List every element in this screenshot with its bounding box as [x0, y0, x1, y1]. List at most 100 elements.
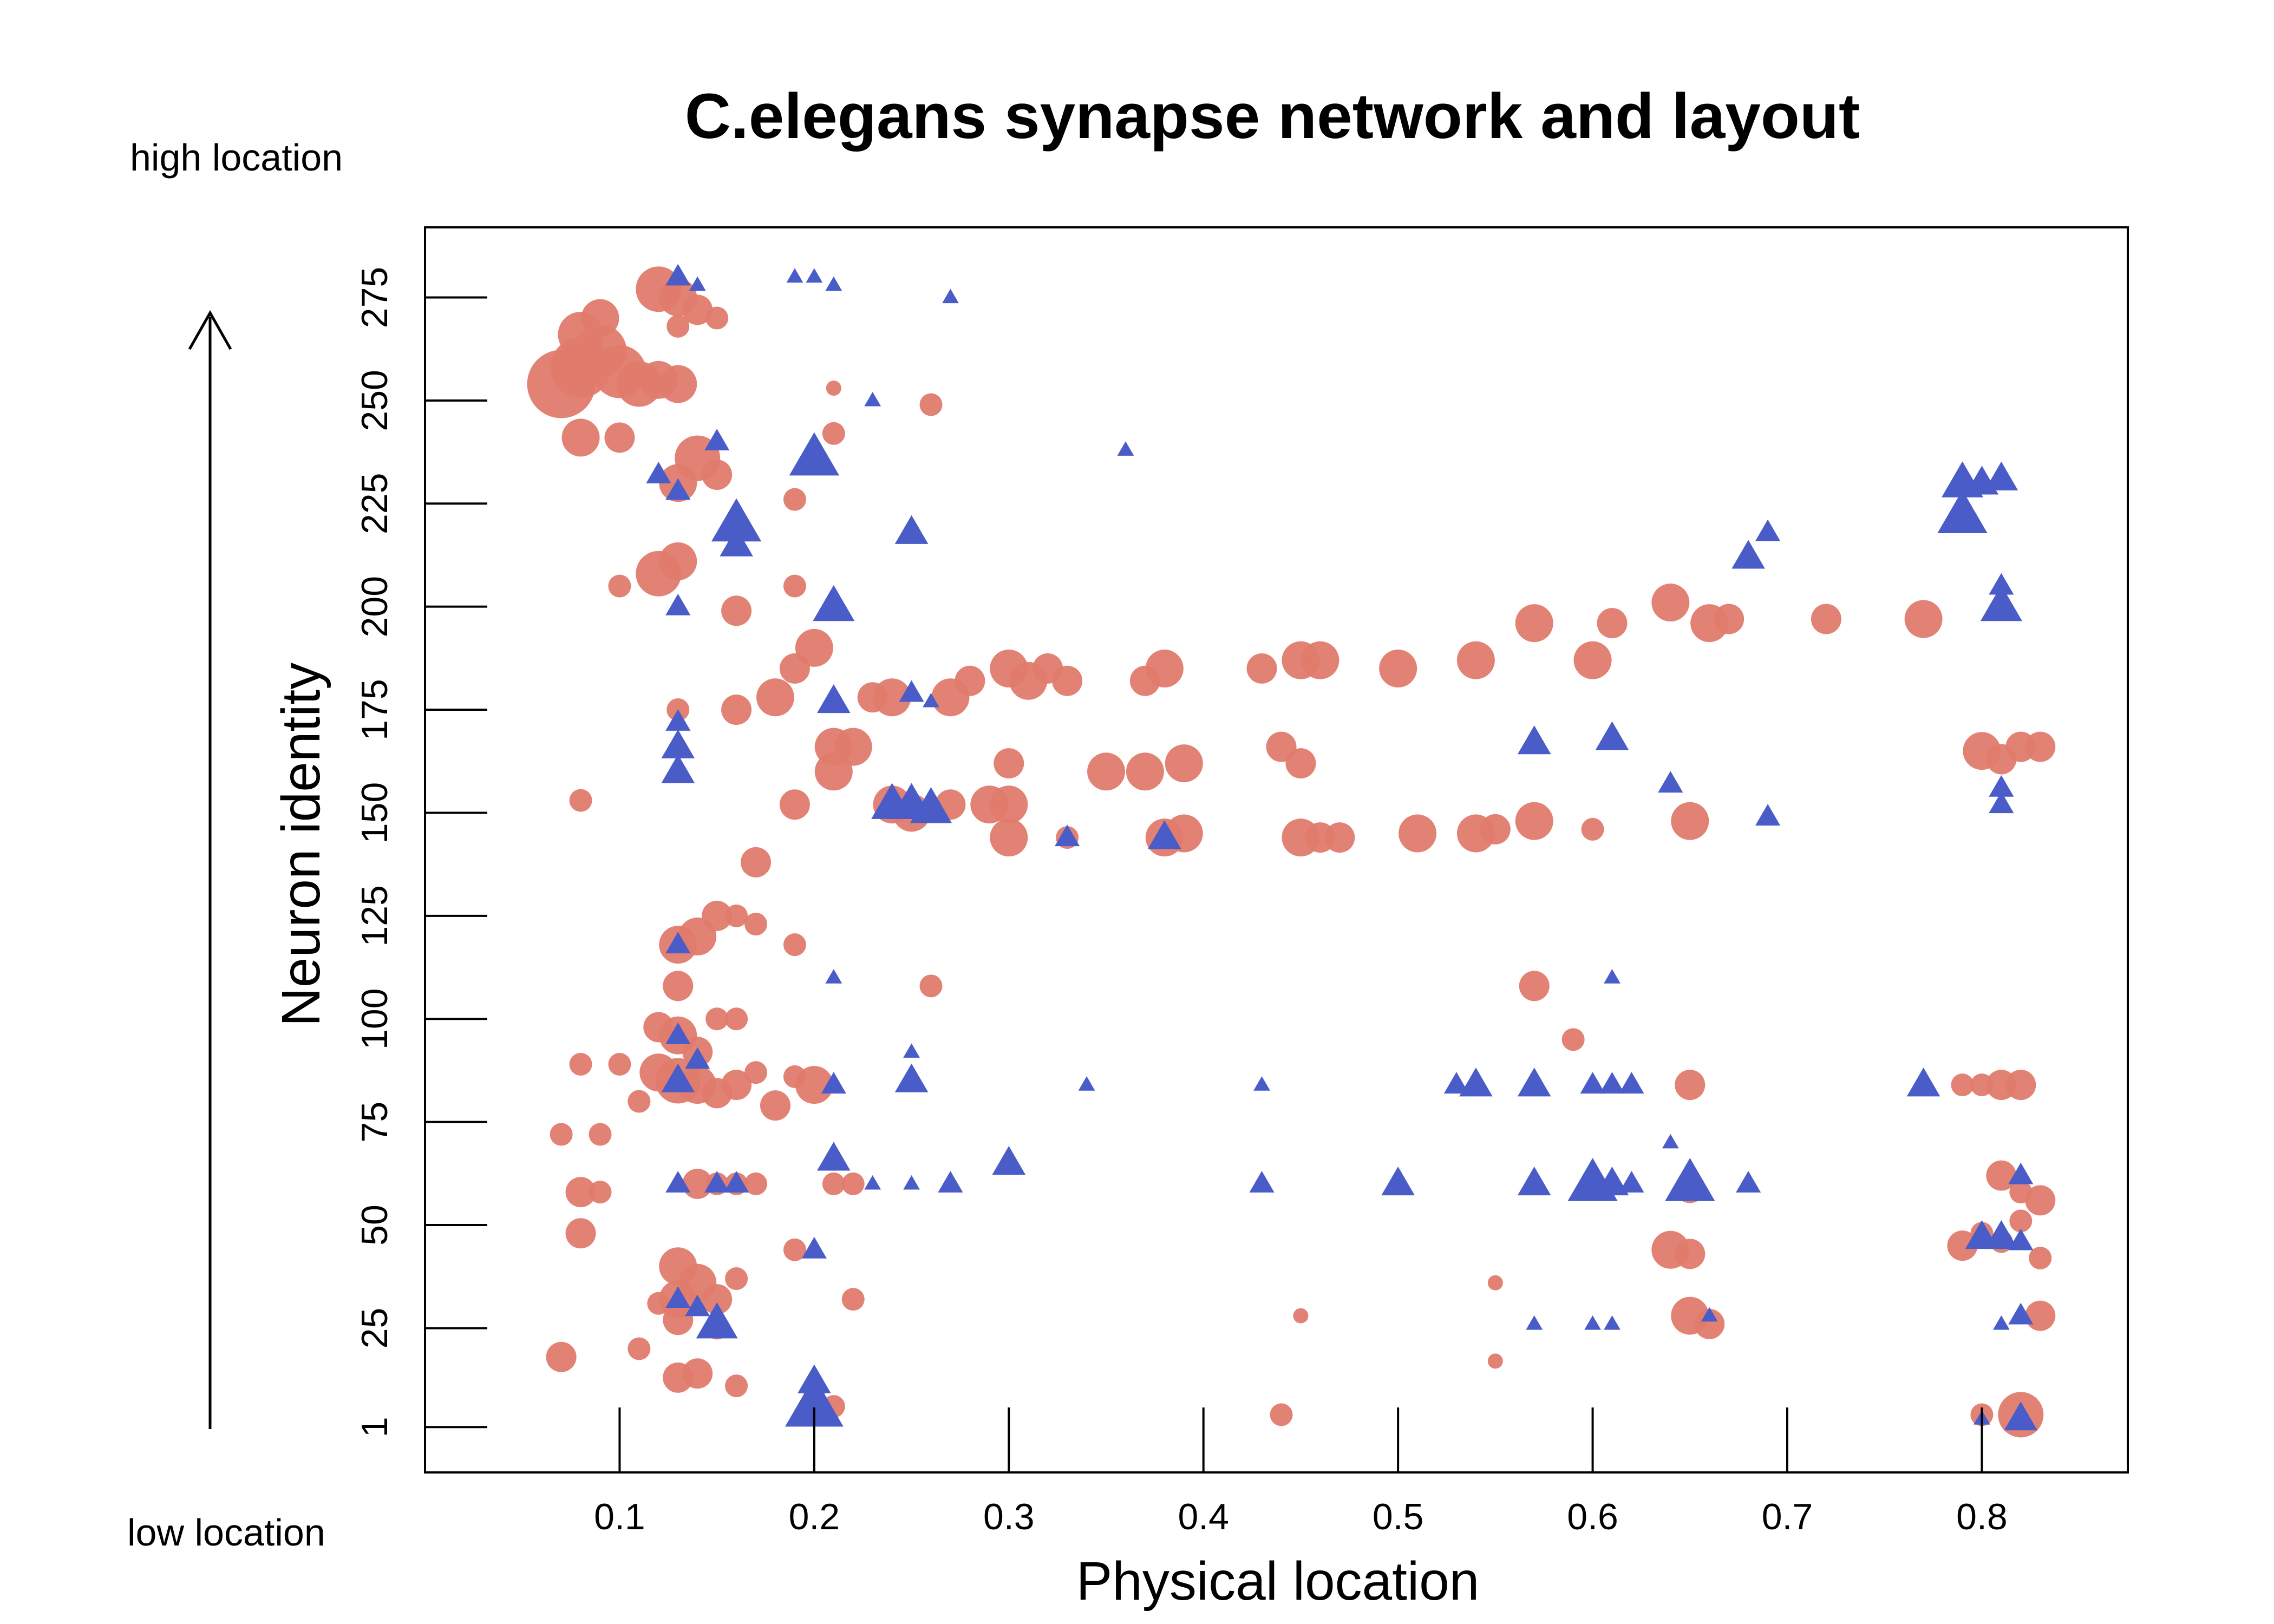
triangle-point	[665, 1170, 691, 1193]
triangle-point	[1595, 1166, 1629, 1196]
circle-point	[581, 299, 619, 337]
triangle-point	[685, 1294, 710, 1317]
triangle-point	[894, 1063, 929, 1092]
triangle-point	[825, 969, 842, 984]
circle-point	[647, 1292, 670, 1315]
y-tick-label: 200	[354, 576, 395, 637]
circle-point	[741, 847, 772, 878]
circle-point	[721, 595, 752, 626]
circle-point	[1324, 822, 1355, 853]
triangle-point	[1459, 1068, 1493, 1097]
circle-point	[604, 422, 635, 453]
circle-point	[659, 365, 697, 403]
triangle-point	[665, 709, 691, 731]
triangle-point	[1658, 771, 1683, 793]
circle-point	[702, 1284, 733, 1315]
circle-point	[1285, 748, 1316, 779]
triangle-point	[1984, 461, 2018, 490]
triangle-point	[646, 462, 671, 483]
circle-point	[725, 1374, 748, 1398]
circle-point	[550, 1123, 573, 1146]
direction-arrow	[188, 310, 232, 1429]
circle-point	[569, 1053, 592, 1076]
triangle-point	[723, 1170, 749, 1193]
triangle-point	[1381, 1166, 1415, 1196]
circle-point	[822, 1172, 845, 1195]
x-tick-label: 0.5	[1373, 1496, 1424, 1537]
y-tick-label: 150	[354, 782, 395, 843]
circle-point	[569, 789, 592, 812]
circle-point	[1573, 641, 1612, 679]
circle-point	[1515, 604, 1553, 643]
circle-point	[608, 574, 631, 598]
triangle-point	[1665, 1158, 1715, 1201]
circle-point	[561, 418, 600, 457]
y-tick-label: 175	[354, 679, 395, 740]
triangle-point	[938, 1170, 963, 1193]
y-tick-label: 225	[354, 473, 395, 534]
triangle-point	[1055, 824, 1080, 847]
triangle-point	[1517, 725, 1551, 755]
x-tick-label: 0.2	[789, 1496, 840, 1537]
circle-point	[608, 1053, 631, 1076]
circle-point	[2009, 1209, 2033, 1233]
circle-point	[783, 574, 806, 598]
triangle-point	[665, 1022, 691, 1044]
circle-point	[1480, 814, 1511, 844]
chart-title: C.elegans synapse network and layout	[685, 81, 1860, 152]
circle-point	[955, 665, 985, 696]
circle-point	[783, 1238, 806, 1261]
circle-point	[841, 1172, 865, 1195]
triangle-point	[899, 680, 924, 702]
triangle-point	[1526, 1315, 1543, 1330]
triangle-point	[903, 1175, 920, 1190]
triangle-point	[1989, 791, 2014, 814]
circle-point	[565, 1177, 596, 1208]
triangle-point	[1992, 1315, 2010, 1330]
circle-point	[721, 1070, 752, 1101]
triangle-point	[789, 432, 840, 476]
circle-point	[1246, 653, 1277, 684]
triangle-point	[1595, 721, 1629, 750]
circle-point	[1694, 1308, 1725, 1339]
x-tick-label: 0.8	[1956, 1496, 2008, 1537]
triangle-point	[685, 1047, 710, 1069]
triangle-point	[696, 1302, 738, 1339]
circle-point	[783, 488, 806, 511]
circle-point	[682, 294, 713, 325]
circle-point	[682, 1358, 713, 1389]
circle-point	[666, 315, 690, 338]
triangle-point	[1906, 1068, 1940, 1097]
triangle-point	[1517, 1166, 1551, 1196]
circle-point	[628, 1090, 651, 1113]
circle-point	[663, 1305, 694, 1335]
circle-point	[783, 933, 806, 957]
circle-point	[1671, 802, 1709, 840]
axes: 0.1 0.2 0.3 0.4 0.5 0.6 0.7 0.81255075100125150…	[354, 226, 2129, 1537]
circle-point	[1126, 752, 1164, 791]
circle-point	[744, 1061, 768, 1084]
y-tick-label: 75	[354, 1102, 395, 1143]
circle-point	[990, 818, 1028, 857]
triangle-point	[704, 1170, 730, 1193]
triangle-point	[1989, 573, 2014, 595]
high-location-label: high location	[130, 136, 343, 179]
circle-point	[628, 1337, 651, 1360]
triangle-point	[1731, 540, 1765, 569]
plot-area	[527, 264, 2056, 1438]
triangle-point	[1937, 490, 1988, 534]
triangle-point	[785, 1376, 844, 1427]
triangle-point	[665, 932, 691, 954]
triangle-point	[661, 1063, 695, 1092]
triangle-point	[1443, 1072, 1469, 1094]
triangle-point	[704, 429, 730, 450]
circle-point	[725, 1267, 748, 1291]
triangle-point	[1736, 1170, 1761, 1193]
triangle-point	[1989, 775, 2014, 797]
circle-point	[702, 900, 733, 931]
circle-point	[756, 678, 794, 717]
x-tick-label: 0.7	[1762, 1496, 1813, 1537]
circle-point	[725, 1007, 748, 1031]
circle-point	[705, 306, 729, 330]
triangle-point	[1604, 1315, 1620, 1330]
